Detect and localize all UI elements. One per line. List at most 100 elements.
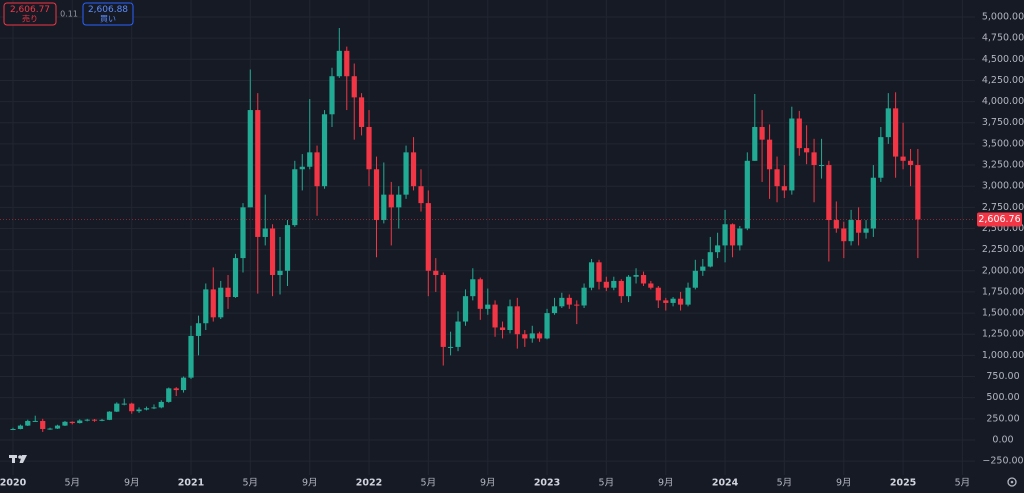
buy-label: 買い	[100, 15, 116, 24]
y-tick-label: 1,250.00	[982, 329, 1024, 340]
candle-body	[818, 165, 825, 167]
candle-body	[648, 283, 654, 288]
y-tick-label: 0.00	[992, 434, 1013, 445]
y-tick-label: 3,250.00	[982, 160, 1024, 171]
candle-body	[759, 126, 765, 140]
candle-body	[336, 50, 342, 77]
candle-body	[358, 97, 365, 127]
x-tick-label: 9月	[658, 478, 674, 489]
candle-body	[180, 377, 187, 391]
x-tick-label: 9月	[836, 478, 852, 489]
candle-body	[314, 152, 320, 187]
candle-body	[581, 287, 587, 306]
buy-button[interactable]	[82, 2, 134, 26]
candle-body	[841, 228, 847, 242]
candle-body	[485, 304, 491, 309]
candle-body	[722, 224, 728, 246]
candle-body	[588, 262, 595, 288]
candle-body	[410, 152, 417, 187]
candle-body	[17, 425, 24, 429]
candle-body	[499, 327, 506, 331]
y-tick-label: 3,000.00	[982, 181, 1024, 192]
candle-body	[522, 334, 528, 339]
candle-body	[559, 297, 565, 307]
candle-body	[25, 420, 31, 426]
x-tick-label: 2022	[356, 478, 382, 489]
candle-body	[455, 321, 461, 347]
candle-body	[893, 108, 899, 157]
candle-body	[507, 306, 513, 331]
y-tick-label: 250.00	[986, 413, 1019, 424]
x-tick-label: 2024	[712, 478, 739, 489]
x-tick-label: 9月	[480, 478, 496, 489]
settings-icon[interactable]	[1007, 477, 1017, 487]
settings-icon-center	[1010, 480, 1014, 484]
candle-body	[210, 289, 216, 318]
candle-body	[700, 266, 706, 271]
candle-body	[544, 313, 550, 339]
sell-button[interactable]	[3, 2, 57, 26]
y-tick-label: 3,750.00	[982, 117, 1024, 128]
candle-body	[10, 428, 16, 430]
x-tick-label: 5月	[599, 478, 615, 489]
candle-body	[307, 152, 313, 167]
x-tick-label: 2023	[534, 478, 560, 489]
sell-price: 2,606.77	[10, 5, 50, 15]
candle-body	[284, 225, 291, 271]
candle-body	[344, 50, 350, 77]
candle-body	[218, 287, 224, 318]
y-tick-label: 750.00	[986, 371, 1019, 382]
sell-label: 売り	[22, 14, 38, 24]
candle-body	[381, 194, 387, 221]
candle-body	[789, 118, 795, 191]
candle-body	[388, 194, 394, 208]
x-tick-label: 2025	[890, 478, 916, 489]
spread: 0.11	[60, 10, 78, 19]
x-tick-label: 5月	[955, 478, 971, 489]
candle-body	[603, 281, 609, 288]
candle-body	[299, 166, 305, 170]
candle-body	[447, 346, 454, 348]
candle-body	[470, 279, 476, 297]
candle-body	[232, 258, 239, 298]
logo-part	[19, 455, 27, 463]
candle-body	[329, 76, 335, 115]
x-tick-label: 2020	[0, 478, 27, 489]
candle-body	[91, 419, 98, 421]
candle-body	[225, 287, 231, 298]
candle-body	[529, 333, 535, 339]
candle-body	[255, 110, 261, 237]
candle-body	[855, 220, 862, 233]
candle-body	[752, 126, 758, 161]
candle-body	[247, 110, 253, 208]
candle-body	[158, 401, 164, 408]
candle-body	[77, 420, 83, 424]
candle-body	[396, 194, 402, 208]
y-tick-label: 4,750.00	[982, 33, 1024, 44]
candle-body	[462, 296, 469, 322]
candle-body	[796, 118, 802, 149]
y-tick-label: 2,000.00	[982, 265, 1024, 276]
candle-body	[492, 304, 498, 328]
y-tick-label: 1,500.00	[982, 308, 1024, 319]
candle-body	[611, 280, 617, 288]
candle-body	[566, 297, 572, 305]
candle-body	[477, 279, 483, 309]
candle-body	[403, 152, 409, 195]
candle-body	[433, 270, 439, 276]
candle-body	[677, 298, 684, 305]
x-tick-label: 2021	[178, 478, 204, 489]
candle-body	[62, 421, 68, 426]
candle-body	[240, 207, 246, 259]
candle-body	[707, 252, 713, 267]
candle-body	[670, 298, 676, 303]
candle-body	[121, 403, 127, 405]
candle-body	[574, 304, 580, 306]
candle-body	[203, 289, 209, 324]
logo[interactable]	[9, 455, 27, 463]
y-tick-label: 4,000.00	[982, 96, 1024, 107]
logo-part	[12, 455, 15, 463]
candle-body	[173, 388, 179, 391]
